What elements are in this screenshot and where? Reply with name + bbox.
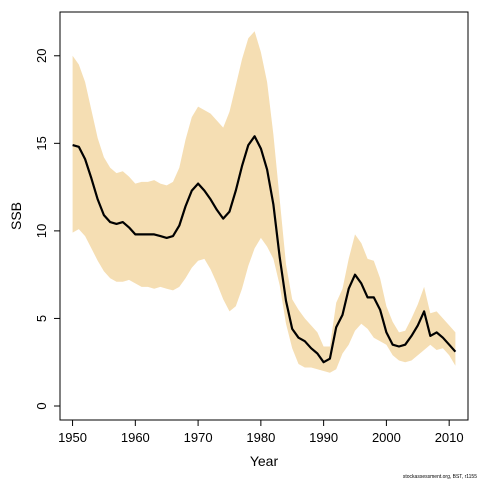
footnote: stockassessment.org, BST, r1155 bbox=[403, 474, 477, 480]
y-tick-label: 5 bbox=[34, 315, 49, 322]
y-axis-title: SSB bbox=[8, 202, 24, 230]
y-tick-label: 15 bbox=[34, 136, 49, 150]
x-tick-label: 2000 bbox=[372, 430, 401, 445]
x-tick-label: 1980 bbox=[246, 430, 275, 445]
x-tick-label: 1960 bbox=[121, 430, 150, 445]
x-axis: 1950 1960 1970 1980 1990 2000 2010 bbox=[58, 419, 464, 445]
x-tick-label: 1970 bbox=[184, 430, 213, 445]
x-tick-label: 2010 bbox=[435, 430, 464, 445]
ssb-estimate-line bbox=[72, 135, 457, 364]
y-axis: 0 5 10 15 20 bbox=[34, 49, 61, 410]
y-tick-label: 0 bbox=[34, 402, 49, 409]
x-tick-label: 1990 bbox=[309, 430, 338, 445]
confidence-band bbox=[72, 31, 456, 373]
plot-area bbox=[72, 31, 457, 373]
y-tick-label: 10 bbox=[34, 224, 49, 238]
y-tick-label: 20 bbox=[34, 49, 49, 63]
x-tick-label: 1950 bbox=[58, 430, 87, 445]
x-axis-title: Year bbox=[250, 453, 279, 469]
